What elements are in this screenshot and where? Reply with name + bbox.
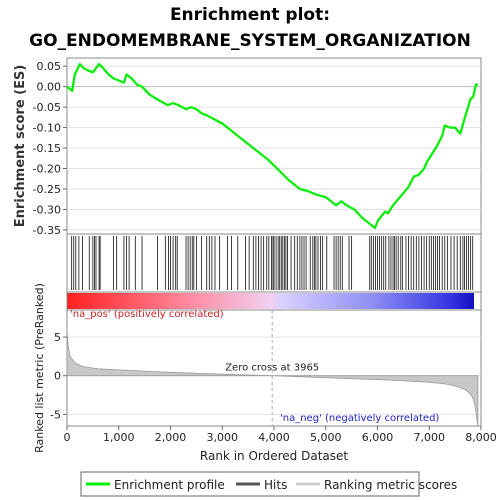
es-y-tick-label: -0.05	[33, 101, 61, 114]
metric-y-tick-label: -5	[50, 408, 61, 421]
zero-cross-label: Zero cross at 3965	[225, 363, 319, 374]
es-y-tick-label: -0.25	[33, 183, 61, 196]
es-y-tick-label: 0.05	[37, 60, 62, 73]
es-y-tick-label: -0.30	[33, 203, 61, 216]
x-tick-label: 4,000	[258, 431, 290, 444]
es-y-axis-label: Enrichment score (ES)	[13, 65, 28, 228]
x-axis-label: Rank in Ordered Dataset	[200, 449, 348, 463]
enrichment-profile-line	[66, 62, 478, 229]
legend-enrichment-label: Enrichment profile	[114, 478, 225, 492]
es-y-tick-label: -0.35	[33, 224, 61, 237]
ranking-metric-area	[66, 329, 479, 427]
x-tick-label: 1,000	[103, 431, 135, 444]
chart-title: Enrichment plot: GO_ENDOMEMBRANE_SYSTEM_…	[0, 2, 500, 54]
x-tick-label: 0	[64, 431, 71, 444]
metric-panel-frame	[66, 309, 482, 427]
chart-title-line-1: Enrichment plot:	[169, 5, 331, 25]
metric-y-axis-label: Ranked list metric (PreRanked)	[33, 283, 46, 453]
x-tick-label: 7,000	[414, 431, 446, 444]
x-tick-label: 5,000	[310, 431, 342, 444]
pos-correlated-label: 'na_pos' (positively correlated)	[70, 309, 224, 320]
x-tick-label: 6,000	[362, 431, 394, 444]
x-tick-label: 2,000	[155, 431, 187, 444]
neg-correlated-label: 'na_neg' (negatively correlated)	[280, 413, 439, 424]
legend-metric-label: Ranking metric scores	[324, 478, 457, 492]
chart-title-line-2: GO_ENDOMEMBRANE_SYSTEM_ORGANIZATION	[29, 31, 471, 51]
rank-color-bar	[67, 293, 474, 309]
metric-y-tick-label: 0	[54, 370, 61, 383]
es-panel-frame	[66, 57, 482, 235]
es-y-tick-label: -0.15	[33, 142, 61, 155]
es-y-tick-label: -0.10	[33, 122, 61, 135]
x-tick-label: 8,000	[465, 431, 497, 444]
es-y-tick-label: -0.20	[33, 163, 61, 176]
es-y-tick-label: 0.00	[37, 81, 62, 94]
x-tick-label: 3,000	[207, 431, 239, 444]
legend-hits-label: Hits	[264, 478, 287, 492]
metric-y-tick-label: 5	[54, 331, 61, 344]
